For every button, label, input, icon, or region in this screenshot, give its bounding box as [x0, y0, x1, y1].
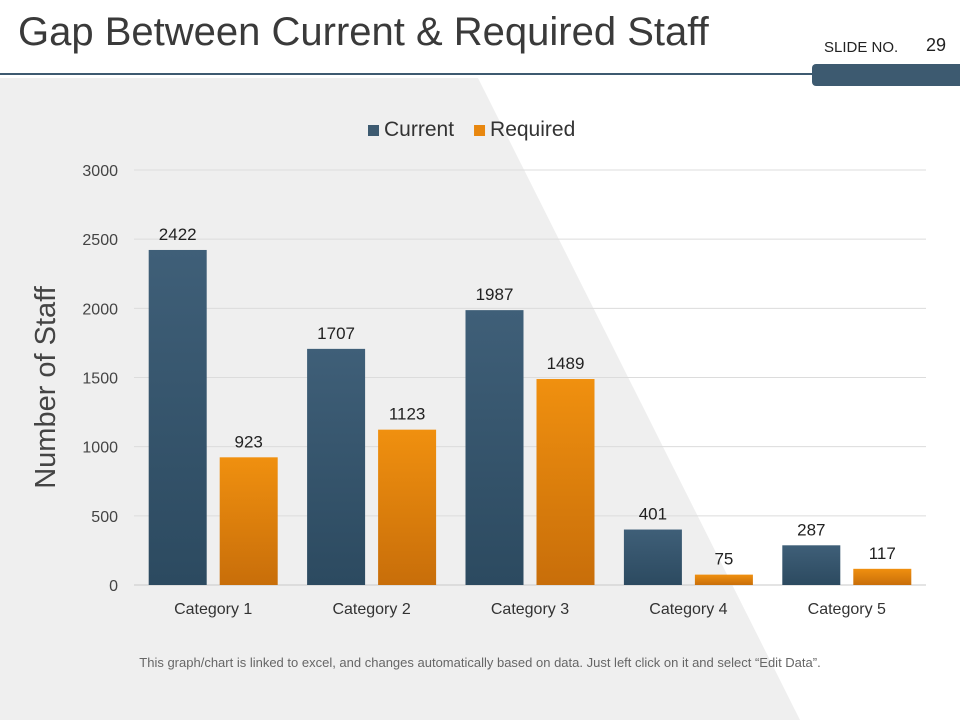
y-tick-label: 0 [109, 578, 118, 595]
y-tick-label: 2500 [82, 232, 118, 249]
bar-required [536, 379, 595, 585]
data-label-required: 1489 [547, 354, 585, 373]
title-underline [0, 73, 812, 75]
data-label-current: 2422 [159, 225, 197, 244]
data-label-current: 1987 [476, 285, 514, 304]
bar-current [465, 310, 524, 585]
bar-required [853, 568, 912, 585]
data-label-required: 1123 [389, 405, 426, 424]
slide-number-bar [812, 64, 960, 86]
x-tick-label: Category 2 [332, 601, 410, 618]
bar-current [307, 348, 366, 585]
data-label-required: 923 [235, 432, 263, 451]
y-tick-label: 1000 [82, 440, 118, 457]
x-tick-label: Category 4 [649, 601, 727, 618]
y-tick-label: 500 [91, 509, 118, 526]
bar-required [694, 574, 753, 585]
chart-footnote: This graph/chart is linked to excel, and… [139, 655, 821, 670]
slide-number: 29 [926, 35, 947, 55]
legend-swatch-required [474, 125, 486, 136]
x-tick-label: Category 1 [174, 601, 252, 618]
legend-swatch-current [368, 125, 379, 136]
x-tick-label: Category 5 [808, 601, 886, 618]
bar-required [378, 429, 437, 585]
data-label-required: 75 [714, 550, 733, 569]
slide-title: Gap Between Current & Required Staff [18, 10, 709, 54]
y-tick-label: 1500 [82, 371, 118, 388]
y-tick-label: 2000 [82, 301, 118, 318]
data-label-current: 401 [639, 505, 667, 524]
bar-current [148, 249, 207, 585]
bar-current [623, 529, 682, 585]
legend-label-required: Required [490, 118, 575, 141]
y-axis-title: Number of Staff [30, 285, 62, 489]
legend-label-current: Current [384, 118, 454, 141]
data-label-current: 287 [797, 520, 825, 539]
x-tick-label: Category 3 [491, 601, 569, 618]
slide-number-label: SLIDE NO. [824, 39, 899, 56]
bar-current [782, 545, 841, 585]
data-label-required: 117 [869, 544, 896, 563]
bar-required [219, 457, 278, 585]
data-label-current: 1707 [317, 324, 355, 343]
y-tick-label: 3000 [82, 163, 118, 180]
